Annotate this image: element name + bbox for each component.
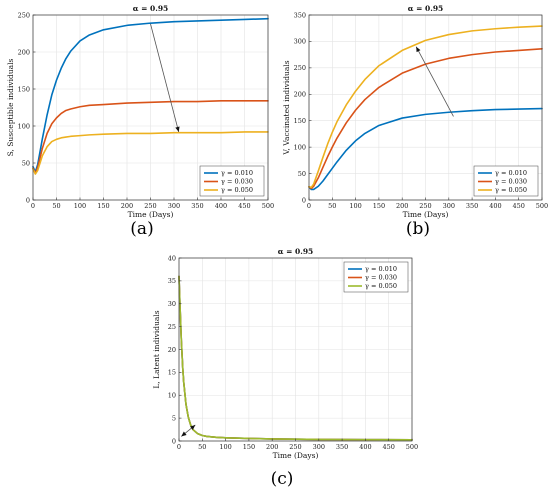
chart0-xtick-label-5: 250 xyxy=(144,202,156,210)
chart1-legend-label-0: γ = 0.010 xyxy=(495,169,527,177)
chart2-ytick-label-0: 0 xyxy=(172,437,176,445)
chart0-xtick-label-2: 100 xyxy=(74,202,86,210)
chart2-xtick-label-10: 500 xyxy=(406,443,418,451)
chart1-ytick-label-7: 350 xyxy=(294,11,306,19)
chart1-ytick-label-5: 250 xyxy=(294,64,306,72)
chart2-xtick-label-3: 150 xyxy=(243,443,255,451)
chart0-xtick-label-4: 200 xyxy=(121,202,133,210)
chart1-ytick-label-0: 0 xyxy=(302,196,306,204)
chart2-ylabel: L, Latent individuals xyxy=(152,310,161,388)
chart1-xtick-label-9: 450 xyxy=(512,202,524,210)
chart2-xtick-label-5: 250 xyxy=(289,443,301,451)
chart0-xtick-label-3: 150 xyxy=(97,202,109,210)
chart0-xtick-label-1: 50 xyxy=(52,202,60,210)
chart1-xtick-label-10: 500 xyxy=(536,202,548,210)
chart0-legend-label-0: γ = 0.010 xyxy=(221,169,253,177)
chart2-xtick-label-4: 200 xyxy=(266,443,278,451)
chart1-arrow-line xyxy=(415,46,454,117)
chart1-ytick-label-4: 200 xyxy=(294,91,306,99)
chart0-series-line-0 xyxy=(32,17,269,173)
chart0-xtick-label-8: 400 xyxy=(215,202,227,210)
chart0-ytick-label-2: 100 xyxy=(18,122,30,130)
panel-b: 0 50 100 150 200 250 300 350 400 450 500 0 50 100 150 2… xyxy=(282,4,548,219)
chart2-xtick-label-2: 100 xyxy=(219,443,231,451)
chart1-ytick-label-6: 300 xyxy=(294,38,306,46)
chart1-title: α = 0.95 xyxy=(408,4,444,13)
chart1-xtick-label-6: 300 xyxy=(443,202,455,210)
chart0-xtick-label-6: 300 xyxy=(168,202,180,210)
chart0-xtick-label-9: 450 xyxy=(238,202,250,210)
chart1-xtick-label-4: 200 xyxy=(396,202,408,210)
chart2-title: α = 0.95 xyxy=(278,247,314,256)
chart0-legend-box xyxy=(199,165,265,197)
chart1-xtick-label-3: 150 xyxy=(373,202,385,210)
chart2-legend-label-2: γ = 0.050 xyxy=(365,282,397,290)
chart0-series-line-2 xyxy=(32,131,269,175)
chart2-xtick-label-7: 350 xyxy=(336,443,348,451)
chart1-ytick-label-3: 150 xyxy=(294,117,306,125)
chart2-xtick-label-1: 50 xyxy=(198,443,206,451)
chart0-xtick-label-7: 350 xyxy=(191,202,203,210)
chart1-ylabel: V, Vaccinated individuals xyxy=(282,60,291,155)
chart1-legend-label-2: γ = 0.050 xyxy=(495,186,527,194)
chart0-xtick-label-10: 500 xyxy=(262,202,274,210)
panel-c: 0 50 100 150 200 250 300 350 400 450 500 0 5 10 15 20 25… xyxy=(152,247,418,460)
chart2-ytick-label-4: 20 xyxy=(168,346,176,354)
caption-b: (b) xyxy=(406,219,430,239)
chart0-ytick-label-5: 250 xyxy=(18,11,30,19)
chart2-xtick-label-6: 300 xyxy=(313,443,325,451)
chart1-series-line-0 xyxy=(308,107,543,191)
chart1-legend-label-1: γ = 0.030 xyxy=(495,178,527,186)
chart2-legend-label-1: γ = 0.030 xyxy=(365,274,397,282)
chart2-xtick-label-9: 450 xyxy=(382,443,394,451)
chart1-xtick-label-7: 350 xyxy=(466,202,478,210)
chart1-arrow-head xyxy=(416,46,421,53)
chart1-xtick-label-2: 100 xyxy=(349,202,361,210)
chart0-legend-label-2: γ = 0.050 xyxy=(221,186,253,194)
chart2-ytick-label-6: 30 xyxy=(168,300,176,308)
chart2-xlabel: Time (Days) xyxy=(273,451,319,460)
chart0-ytick-label-0: 0 xyxy=(26,196,30,204)
chart2-arrow-head xyxy=(190,424,196,430)
chart1-ytick-label-1: 50 xyxy=(298,170,306,178)
chart1-series-line-2 xyxy=(308,25,543,189)
chart1-xtick-label-0: 0 xyxy=(307,202,311,210)
chart2-ytick-label-5: 25 xyxy=(168,323,176,331)
chart0-legend-label-1: γ = 0.030 xyxy=(221,178,253,186)
chart0-xlabel: Time (Days) xyxy=(128,210,174,219)
chart2-ytick-label-8: 40 xyxy=(168,254,176,262)
chart0-ytick-label-4: 200 xyxy=(18,48,30,56)
chart2-xtick-label-0: 0 xyxy=(177,443,181,451)
caption-c: (c) xyxy=(271,469,294,489)
chart0-arrow-head xyxy=(175,126,180,132)
chart2-arrow-head-start xyxy=(181,431,187,437)
panel-a: 0 50 100 150 200 250 300 350 400 450 500 0 50 100 150 2… xyxy=(6,4,274,219)
chart0-arrow-line xyxy=(150,23,180,133)
chart1-ytick-label-2: 100 xyxy=(294,143,306,151)
caption-a: (a) xyxy=(130,219,153,239)
chart1-xlabel: Time (Days) xyxy=(403,210,449,219)
chart2-ytick-label-1: 5 xyxy=(172,414,176,422)
chart2-xtick-label-8: 400 xyxy=(359,443,371,451)
chart1-series-line-1 xyxy=(308,48,543,190)
chart0-title: α = 0.95 xyxy=(133,4,169,13)
chart1-xtick-label-8: 400 xyxy=(489,202,501,210)
chart0-ylabel: S, Susceptible individuals xyxy=(6,58,15,156)
chart0-series-line-1 xyxy=(32,100,269,175)
chart0-ytick-label-3: 150 xyxy=(18,85,30,93)
chart1-xtick-label-1: 50 xyxy=(328,202,336,210)
chart2-ytick-label-7: 35 xyxy=(168,277,176,285)
chart2-legend-label-0: γ = 0.010 xyxy=(365,265,397,273)
chart1-xtick-label-5: 250 xyxy=(419,202,431,210)
chart0-ytick-label-1: 50 xyxy=(22,159,30,167)
chart0-xtick-label-0: 0 xyxy=(31,202,35,210)
chart2-ytick-label-2: 10 xyxy=(168,392,176,400)
chart2-ytick-label-3: 15 xyxy=(168,369,176,377)
